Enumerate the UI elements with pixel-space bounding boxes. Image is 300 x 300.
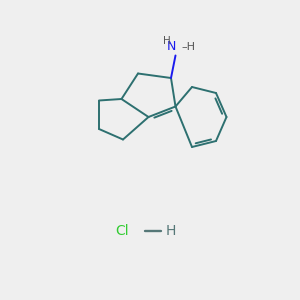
Text: Cl: Cl (116, 224, 129, 238)
Text: H: H (163, 36, 171, 46)
Text: N: N (167, 40, 176, 52)
Text: –H: –H (182, 43, 196, 52)
Text: H: H (166, 224, 176, 238)
